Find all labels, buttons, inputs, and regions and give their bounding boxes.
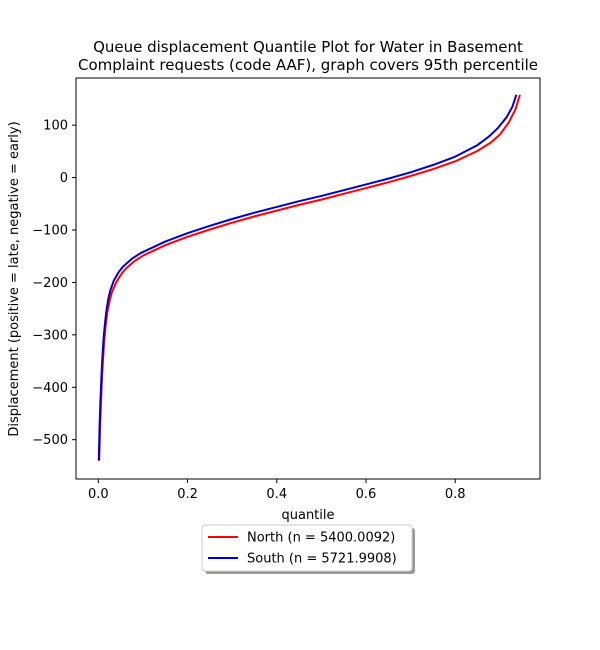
y-axis-ticks: −500 −400 −300 −200 −100 0 100 <box>32 119 76 448</box>
x-axis-ticks: 0.0 0.2 0.4 0.6 0.8 <box>88 479 466 502</box>
x-tick-label: 0.0 <box>88 487 109 502</box>
y-tick-label: 0 <box>60 171 68 186</box>
x-axis-label: quantile <box>281 508 334 523</box>
legend-items: North (n = 5400.0092) South (n = 5721.990… <box>208 531 397 567</box>
y-tick-label: −500 <box>32 433 68 448</box>
legend: North (n = 5400.0092) South (n = 5721.990… <box>201 524 415 574</box>
x-tick-label: 0.2 <box>177 487 198 502</box>
title-line-1: Queue displacement Quantile Plot for Wat… <box>93 38 523 56</box>
y-tick-label: −100 <box>32 224 68 239</box>
y-tick-label: −400 <box>32 381 68 396</box>
legend-label-south: South (n = 5721.9908) <box>247 552 397 567</box>
title-line-2: Complaint requests (code AAF), graph cov… <box>78 56 538 74</box>
legend-label-north: North (n = 5400.0092) <box>247 531 395 546</box>
plot-area <box>75 77 541 480</box>
y-axis-label: Displacement (positive = late, negative … <box>7 121 22 436</box>
x-tick-label: 0.6 <box>356 487 377 502</box>
series-layer <box>97 94 521 461</box>
x-tick-label: 0.4 <box>266 487 287 502</box>
x-tick-label: 0.8 <box>445 487 466 502</box>
y-tick-label: 100 <box>43 119 68 134</box>
series-line-south <box>97 94 518 461</box>
title: Queue displacement Quantile Plot for Wat… <box>78 38 538 74</box>
y-tick-label: −200 <box>32 276 68 291</box>
y-tick-label: −300 <box>32 328 68 343</box>
legend-box <box>201 524 413 572</box>
